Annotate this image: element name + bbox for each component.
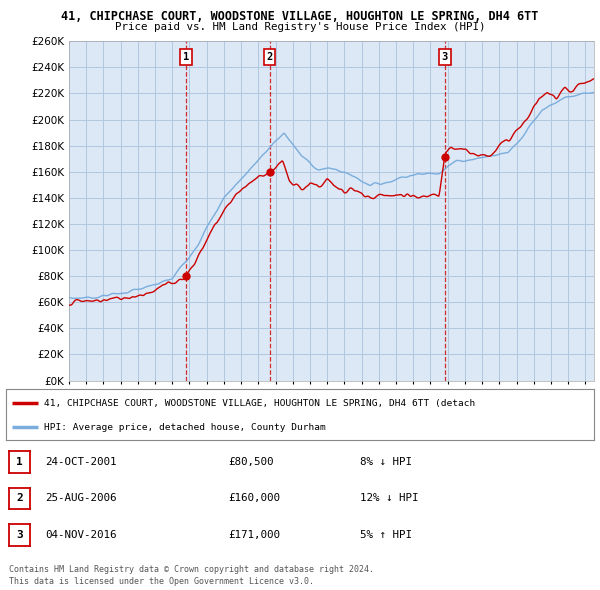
Text: 3: 3 [16, 530, 23, 540]
Text: 24-OCT-2001: 24-OCT-2001 [45, 457, 116, 467]
Text: HPI: Average price, detached house, County Durham: HPI: Average price, detached house, Coun… [44, 422, 326, 431]
Text: 41, CHIPCHASE COURT, WOODSTONE VILLAGE, HOUGHTON LE SPRING, DH4 6TT: 41, CHIPCHASE COURT, WOODSTONE VILLAGE, … [61, 10, 539, 23]
Text: 41, CHIPCHASE COURT, WOODSTONE VILLAGE, HOUGHTON LE SPRING, DH4 6TT (detach: 41, CHIPCHASE COURT, WOODSTONE VILLAGE, … [44, 399, 475, 408]
Text: Contains HM Land Registry data © Crown copyright and database right 2024.: Contains HM Land Registry data © Crown c… [9, 565, 374, 574]
Text: 5% ↑ HPI: 5% ↑ HPI [360, 530, 412, 540]
Text: Price paid vs. HM Land Registry's House Price Index (HPI): Price paid vs. HM Land Registry's House … [115, 22, 485, 32]
Text: 1: 1 [16, 457, 23, 467]
Text: 1: 1 [183, 52, 190, 62]
Text: 3: 3 [442, 52, 448, 62]
Text: 2: 2 [16, 493, 23, 503]
Text: 25-AUG-2006: 25-AUG-2006 [45, 493, 116, 503]
Text: 2: 2 [266, 52, 272, 62]
Text: This data is licensed under the Open Government Licence v3.0.: This data is licensed under the Open Gov… [9, 577, 314, 586]
Text: £80,500: £80,500 [228, 457, 274, 467]
Text: 04-NOV-2016: 04-NOV-2016 [45, 530, 116, 540]
Text: £160,000: £160,000 [228, 493, 280, 503]
Text: £171,000: £171,000 [228, 530, 280, 540]
Text: 12% ↓ HPI: 12% ↓ HPI [360, 493, 419, 503]
Text: 8% ↓ HPI: 8% ↓ HPI [360, 457, 412, 467]
